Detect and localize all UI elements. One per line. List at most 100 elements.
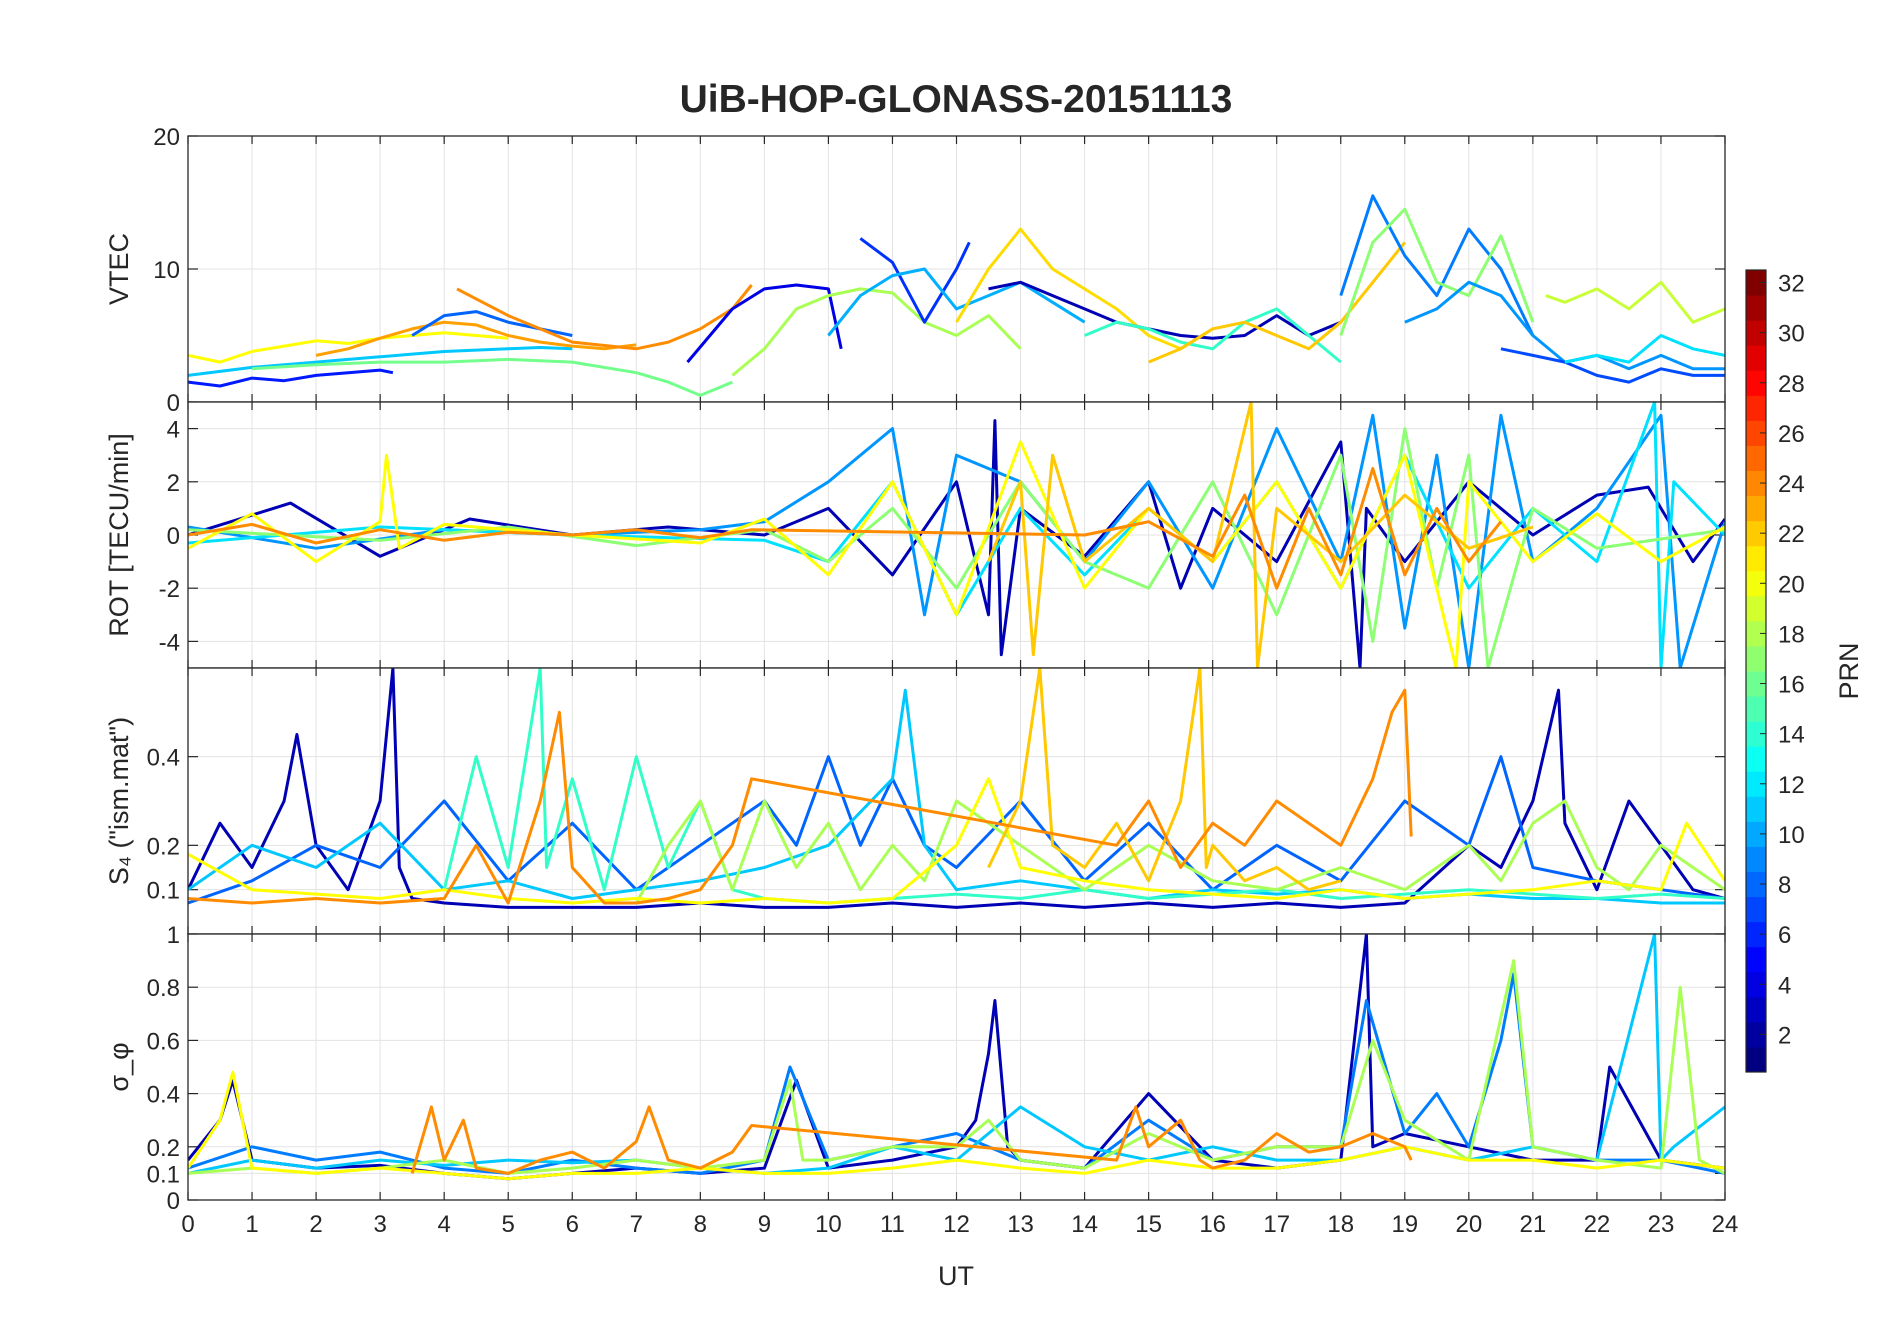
series-group	[188, 668, 1725, 909]
series-line-prn-24	[410, 1105, 1413, 1175]
colorbar-segment	[1746, 871, 1766, 898]
series-line-prn-22	[987, 668, 1342, 892]
panel-3: 0.1 0.2 0.4 S₄ ("ism.mat")	[104, 667, 1726, 935]
colorbar-segment	[1746, 445, 1766, 471]
colorbar-segment	[1746, 946, 1766, 973]
colorbar-segment	[1746, 746, 1766, 772]
colorbar-segment	[1746, 545, 1766, 572]
colorbar-segment	[1746, 620, 1766, 647]
x-tick-label: 2	[309, 1211, 322, 1238]
x-tick-label: 7	[630, 1211, 643, 1238]
series-line-prn-22	[1148, 241, 1406, 364]
y-axis-label: S₄ ("ism.mat")	[104, 717, 134, 885]
colorbar-segment	[1746, 671, 1766, 697]
colorbar-segment	[1746, 395, 1766, 421]
x-tick-label: 0	[181, 1211, 194, 1238]
x-tick-label: 3	[373, 1211, 386, 1238]
series-line-prn-2	[988, 280, 1342, 340]
y-tick-label: 0.2	[147, 833, 180, 860]
series-line-prn-24	[188, 688, 1413, 905]
series-line-prn-11	[827, 267, 1086, 337]
colorbar-segment	[1746, 645, 1766, 672]
series-line-prn-23	[315, 320, 637, 357]
panel-2: -4 -2 0 2 4 ROT [TECU/min]	[104, 401, 1726, 669]
y-axis-label: σ_φ	[104, 1042, 134, 1091]
colorbar-segment	[1746, 996, 1766, 1023]
colorbar-segment	[1746, 320, 1766, 346]
y-tick-label: 0	[167, 523, 180, 550]
x-tick-label: 24	[1712, 1211, 1739, 1238]
series-line-prn-13	[1564, 334, 1725, 364]
series-line-prn-15	[251, 357, 733, 397]
chart-title: UiB-HOP-GLONASS-20151113	[680, 78, 1233, 121]
x-tick-label: 9	[758, 1211, 771, 1238]
colorbar-tick-label: 4	[1778, 972, 1791, 999]
colorbar-tick-label: 16	[1778, 672, 1805, 699]
colorbar-tick-label: 32	[1778, 271, 1805, 298]
y-tick-label: 4	[167, 417, 180, 444]
y-tick-label: 0.2	[147, 1135, 180, 1162]
colorbar-segment	[1746, 1046, 1766, 1073]
y-tick-label: 2	[167, 470, 180, 497]
colorbar-segment	[1746, 295, 1766, 321]
x-tick-label: 13	[1007, 1211, 1034, 1238]
x-tick-label: 12	[943, 1211, 970, 1238]
x-tick-label: 11	[880, 1211, 905, 1238]
x-tick-label: 15	[1135, 1211, 1162, 1238]
colorbar-segment	[1746, 971, 1766, 998]
colorbar-segment	[1746, 721, 1766, 747]
x-axis: 0 1 2 3 4 5 6 7 8 9 10 11 12 13 14 15 16 17 18 19 20 21 22 23 24	[181, 1211, 1738, 1238]
x-tick-label: 19	[1391, 1211, 1418, 1238]
series-group	[188, 402, 1725, 668]
series-line-prn-16	[1339, 207, 1535, 336]
colorbar-tick-label: 2	[1778, 1022, 1791, 1049]
colorbar-segment	[1746, 495, 1766, 522]
colorbar-tick-label: 12	[1778, 772, 1805, 799]
colorbar-frame	[1745, 269, 1767, 1073]
series-line-prn-14	[1084, 307, 1342, 364]
colorbar-tick-label: 6	[1778, 922, 1791, 949]
colorbar-segment	[1746, 696, 1766, 722]
colorbar-tick-label: 24	[1778, 471, 1805, 498]
colorbar-segment	[1746, 896, 1766, 923]
series-line-prn-22	[987, 402, 1534, 668]
colorbar-tick-label: 14	[1778, 722, 1805, 749]
colorbar-segment	[1746, 345, 1766, 371]
y-tick-label: 0.1	[147, 878, 180, 905]
y-tick-label: 1	[167, 922, 180, 949]
colorbar-segment	[1746, 821, 1766, 847]
colorbar-segment	[1746, 595, 1766, 622]
x-tick-label: 14	[1071, 1211, 1098, 1238]
colorbar-segment	[1746, 921, 1766, 948]
x-tick-label: 21	[1520, 1211, 1547, 1238]
series-line-prn-24	[188, 467, 1503, 590]
x-tick-label: 6	[566, 1211, 579, 1238]
series-line-prn-24	[456, 284, 753, 351]
colorbar-tick-label: 30	[1778, 321, 1805, 348]
colorbar-segment	[1746, 520, 1766, 547]
colorbar-segment	[1746, 771, 1766, 797]
colorbar-segment	[1746, 570, 1766, 597]
series-line-prn-3	[686, 283, 843, 364]
panel-4: 00.10.2 0.4 0.6 0.8 1 σ_φ	[104, 922, 1726, 1215]
colorbar-segment	[1746, 470, 1766, 497]
x-tick-label: 18	[1327, 1211, 1354, 1238]
y-tick-label: 0	[167, 390, 180, 417]
x-tick-label: 8	[694, 1211, 707, 1238]
y-tick-label: 0.1	[147, 1161, 180, 1188]
y-tick-label: 0.4	[147, 745, 180, 772]
series-line-prn-5	[859, 237, 971, 324]
x-tick-label: 20	[1455, 1211, 1482, 1238]
x-tick-label: 4	[437, 1211, 450, 1238]
x-tick-label: 5	[502, 1211, 515, 1238]
y-tick-label: 0.8	[147, 975, 180, 1002]
series-line-prn-17	[188, 959, 1725, 1175]
x-axis-label: UT	[938, 1261, 974, 1291]
colorbar-segment	[1746, 420, 1766, 446]
panel-frame	[187, 933, 1726, 1201]
x-tick-label: 17	[1263, 1211, 1290, 1238]
x-tick-label: 16	[1199, 1211, 1226, 1238]
series-line-prn-6	[1500, 347, 1725, 384]
